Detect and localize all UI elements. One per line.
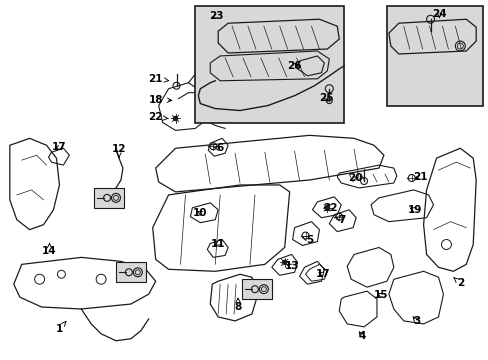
Circle shape [282, 260, 286, 264]
Text: 2: 2 [453, 278, 463, 288]
Text: 10: 10 [193, 208, 207, 218]
Text: 9: 9 [117, 272, 130, 282]
Bar [94, 188, 123, 208]
Text: 16: 16 [257, 291, 271, 301]
Text: 24: 24 [431, 9, 446, 19]
Text: 15: 15 [373, 290, 387, 300]
Circle shape [325, 206, 328, 210]
Text: 12: 12 [111, 144, 126, 157]
Text: 14: 14 [42, 243, 57, 256]
Text: 22: 22 [148, 112, 168, 122]
Text: 17: 17 [315, 269, 330, 279]
Text: 5: 5 [302, 234, 312, 244]
Text: 26: 26 [287, 61, 301, 71]
Text: 3: 3 [412, 316, 419, 326]
Text: 6: 6 [213, 143, 224, 153]
Text: 4: 4 [358, 331, 365, 341]
Text: 13: 13 [284, 261, 298, 271]
Circle shape [173, 117, 177, 121]
Text: 16: 16 [105, 191, 120, 204]
Bar [386, 6, 482, 105]
Text: 11: 11 [210, 239, 225, 248]
Text: 18: 18 [148, 95, 171, 105]
Bar [195, 6, 344, 123]
Bar [242, 279, 271, 299]
Text: 21: 21 [148, 74, 168, 84]
Text: 25: 25 [319, 93, 333, 103]
Bar [116, 262, 145, 282]
Text: 21: 21 [412, 172, 427, 182]
Text: 17: 17 [52, 142, 67, 152]
Text: 22: 22 [323, 203, 337, 213]
Text: 19: 19 [407, 205, 421, 215]
Text: 7: 7 [335, 215, 345, 225]
Text: 20: 20 [347, 173, 362, 183]
Text: 1: 1 [56, 321, 66, 334]
Text: 8: 8 [234, 298, 241, 312]
Text: 23: 23 [208, 11, 223, 21]
